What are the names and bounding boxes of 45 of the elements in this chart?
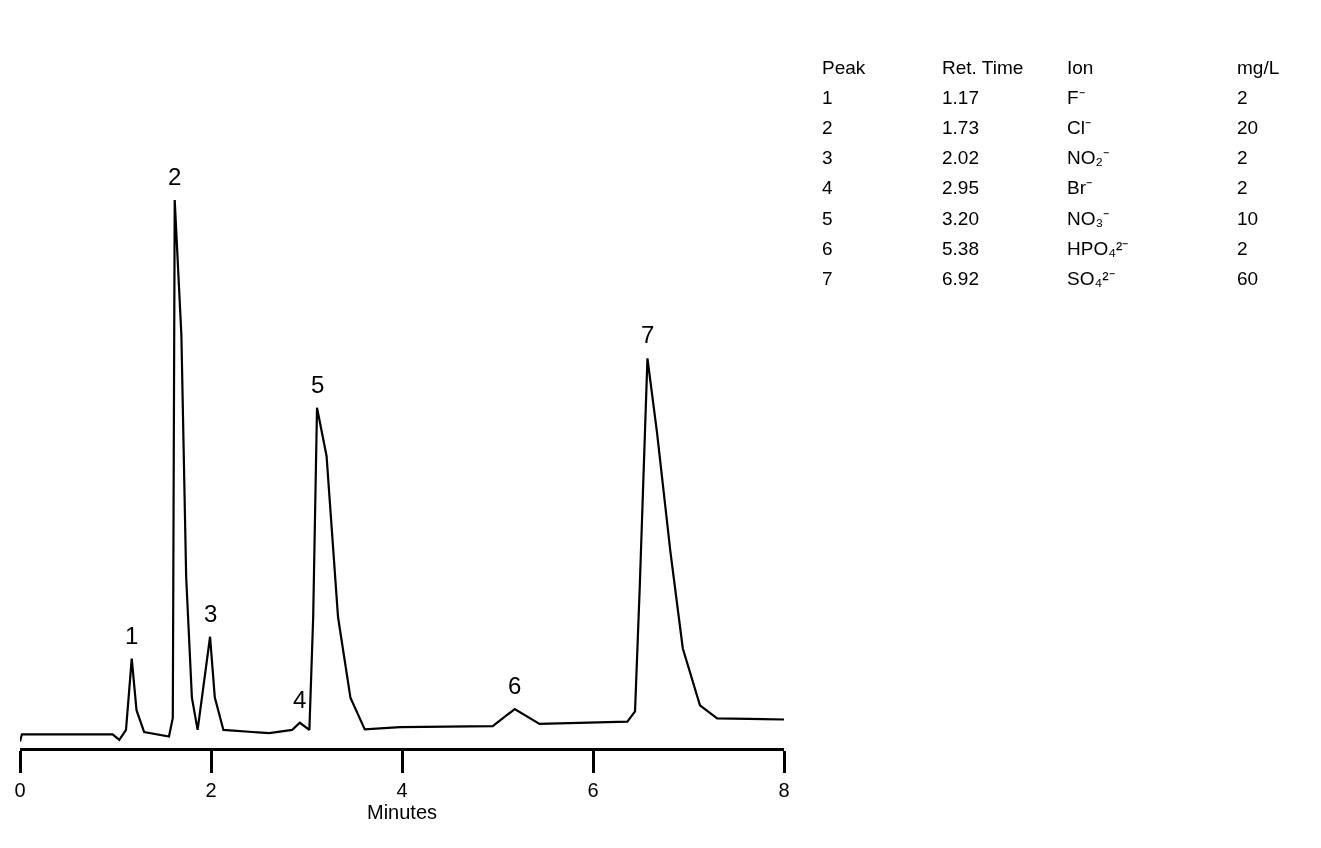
text: 6.92 [942,268,979,289]
x-tick-label: 6 [587,778,599,801]
annotation: 6 [508,672,522,699]
text: NO₂⁻ [1067,147,1109,168]
text: Ion [1067,57,1094,78]
text: NO₃⁻ [1067,208,1110,229]
x-tick-label: 8 [778,778,790,801]
text: SO₄²⁻ [1067,268,1115,289]
text: Cl⁻ [1067,117,1091,138]
text: 1.17 [942,87,979,108]
text: 4 [822,177,833,198]
text: F⁻ [1067,87,1085,108]
text: 20 [1237,117,1259,138]
text: 2 [822,117,833,138]
text: 6 [822,238,833,259]
text: HPO₄²⁻ [1067,238,1129,259]
text: Peak [822,57,866,78]
text: 7 [822,268,833,289]
text: 2 [1237,177,1248,198]
text: 2 [1237,238,1248,259]
annotation: 7 [641,321,655,348]
text: 5 [822,208,833,229]
x-tick-label: 4 [396,778,408,801]
text: 10 [1237,208,1259,229]
text: Br⁻ [1067,177,1092,198]
annotation: 2 [168,163,182,190]
text: 1 [822,87,833,108]
annotation: 1 [125,622,139,649]
x-axis-title: Minutes [366,800,438,823]
text: 60 [1237,268,1259,289]
text: 2.95 [942,177,979,198]
annotation: 4 [293,686,307,713]
x-tick-label: 2 [205,778,217,801]
annotation: 3 [204,600,218,627]
x-tick-label: 0 [14,778,26,801]
text: 1.73 [942,117,979,138]
annotation: 5 [311,371,325,398]
text: 2 [1237,147,1248,168]
text: 3 [822,147,833,168]
text: 2.02 [942,147,979,168]
text: 2 [1237,87,1248,108]
text: Ret. Time [942,57,1024,78]
text: 5.38 [942,238,979,259]
text: mg/L [1237,57,1280,78]
text: 3.20 [942,208,979,229]
